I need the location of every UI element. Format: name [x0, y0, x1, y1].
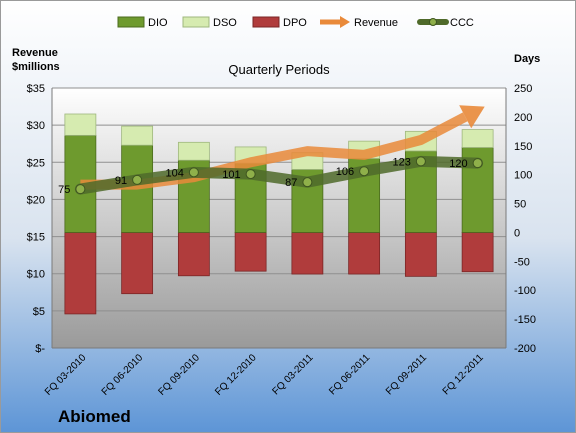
bar-dso	[461, 129, 494, 148]
right-tick-label: 0	[514, 227, 520, 239]
ccc-marker	[132, 174, 143, 185]
right-axis-ticks: -200 -150 -100 -50 0 50 100 150 200 250	[514, 83, 536, 355]
bar-dpo	[177, 232, 210, 277]
legend-marker-ccc	[429, 18, 437, 26]
bar-dpo	[64, 232, 97, 315]
bar-dpo	[404, 232, 437, 277]
legend-label-dso: DSO	[213, 17, 237, 29]
right-tick-label: -150	[514, 314, 536, 326]
ccc-data-label: 101	[222, 169, 240, 181]
left-tick-label: $-	[35, 343, 45, 355]
left-tick-label: $35	[27, 83, 45, 95]
legend-label-ccc: CCC	[450, 17, 474, 29]
right-axis-title: Days	[514, 53, 540, 65]
legend-label-dpo: DPO	[283, 17, 307, 29]
company-name: Abiomed	[58, 407, 131, 426]
legend-arrowhead-revenue	[340, 16, 350, 28]
left-axis-title-line1: Revenue	[12, 47, 58, 59]
bar-dso	[121, 125, 154, 146]
lines: 75 91 104 101 87 106 123 120	[58, 105, 485, 196]
ccc-marker	[75, 184, 86, 195]
bar-dso	[177, 141, 210, 161]
ccc-data-label: 106	[336, 166, 354, 178]
ccc-data-label: 91	[115, 175, 127, 187]
legend-item-dpo: DPO	[252, 16, 307, 29]
left-tick-label: $10	[27, 269, 45, 281]
ccc-marker	[188, 167, 199, 178]
ccc-data-label: 120	[449, 158, 467, 170]
revenue-arrowhead	[459, 105, 485, 129]
ccc-data-label: 87	[285, 177, 297, 189]
ccc-data-label: 75	[58, 184, 70, 196]
ccc-data-label: 123	[393, 156, 411, 168]
legend-item-revenue: Revenue	[320, 16, 398, 29]
legend-item-ccc: CCC	[417, 17, 474, 29]
legend-item-dso: DSO	[182, 16, 237, 29]
legend-label-dio: DIO	[148, 17, 168, 29]
right-tick-label: -50	[514, 256, 530, 268]
left-tick-label: $20	[27, 194, 45, 206]
left-axis-ticks: $- $5 $10 $15 $20 $25 $30 $35	[27, 83, 46, 355]
left-axis-title-line2: $millions	[12, 61, 60, 73]
bar-dpo	[461, 232, 494, 273]
left-tick-label: $25	[27, 157, 45, 169]
ccc-marker	[302, 177, 313, 188]
bar-dpo	[121, 232, 154, 295]
ccc-data-label: 104	[166, 167, 184, 179]
right-tick-label: 100	[514, 170, 532, 182]
right-tick-label: -100	[514, 285, 536, 297]
ccc-marker	[359, 166, 370, 177]
legend-label-revenue: Revenue	[354, 17, 398, 29]
ccc-marker	[415, 156, 426, 167]
left-tick-label: $15	[27, 232, 45, 244]
bar-dpo	[348, 232, 381, 275]
ccc-marker	[245, 169, 256, 180]
ccc-marker	[472, 158, 483, 169]
bar-dpo	[234, 232, 267, 272]
legend-item-dio: DIO	[117, 16, 168, 29]
chart-title: Quarterly Periods	[228, 62, 330, 77]
legend-swatch-dio	[117, 16, 145, 28]
bar-dpo	[291, 232, 324, 275]
right-tick-label: 150	[514, 141, 532, 153]
left-tick-label: $5	[33, 306, 45, 318]
legend-swatch-dpo	[252, 16, 280, 28]
legend: DIO DSO DPO Revenue CCC	[117, 16, 474, 29]
right-tick-label: -200	[514, 343, 536, 355]
legend-swatch-dso	[182, 16, 210, 28]
ccc-line	[74, 155, 484, 195]
right-tick-label: 250	[514, 83, 532, 95]
right-tick-label: 200	[514, 112, 532, 124]
left-tick-label: $30	[27, 120, 45, 132]
bar-dso	[64, 113, 97, 136]
right-tick-label: 50	[514, 199, 526, 211]
